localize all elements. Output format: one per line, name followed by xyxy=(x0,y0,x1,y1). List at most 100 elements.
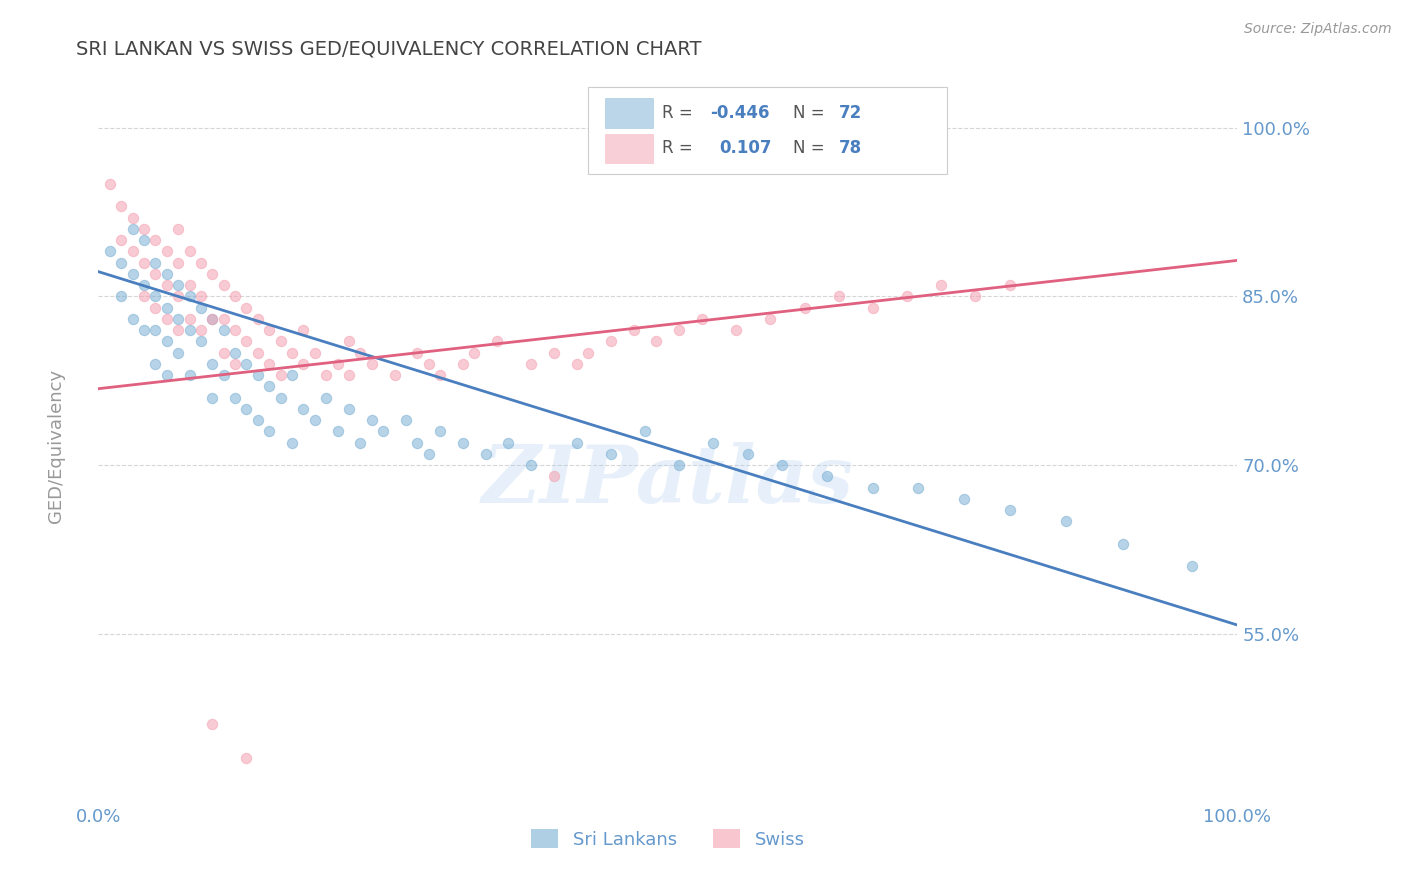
Point xyxy=(132,278,155,293)
Point xyxy=(565,357,588,371)
Point xyxy=(862,481,884,495)
Point xyxy=(156,278,179,293)
Point xyxy=(304,413,326,427)
Point xyxy=(212,312,235,326)
Point xyxy=(725,323,748,337)
FancyBboxPatch shape xyxy=(588,87,946,174)
Point xyxy=(270,334,292,349)
Point xyxy=(179,368,201,383)
Point xyxy=(212,278,235,293)
Point xyxy=(690,312,713,326)
Point xyxy=(167,222,190,236)
Point xyxy=(281,345,304,359)
Point xyxy=(179,323,201,337)
Point xyxy=(498,435,520,450)
Point xyxy=(349,345,371,359)
Point xyxy=(235,334,257,349)
Point xyxy=(145,289,167,303)
Point xyxy=(224,323,246,337)
Point xyxy=(212,368,235,383)
Point xyxy=(451,357,474,371)
Point xyxy=(201,357,224,371)
Point xyxy=(145,301,167,315)
Text: GED/Equivalency: GED/Equivalency xyxy=(48,369,65,523)
Text: 72: 72 xyxy=(839,104,862,122)
Point xyxy=(281,368,304,383)
Point xyxy=(145,323,167,337)
Point xyxy=(201,312,224,326)
Point xyxy=(270,391,292,405)
Point xyxy=(259,379,281,393)
Point xyxy=(156,312,179,326)
Point xyxy=(896,289,918,303)
Point xyxy=(179,278,201,293)
Point xyxy=(201,391,224,405)
FancyBboxPatch shape xyxy=(605,134,652,163)
Point xyxy=(110,289,132,303)
Point xyxy=(121,244,143,259)
Point xyxy=(520,357,543,371)
Point xyxy=(998,503,1021,517)
Point xyxy=(156,267,179,281)
Point xyxy=(201,312,224,326)
Point xyxy=(121,222,143,236)
Legend: Sri Lankans, Swiss: Sri Lankans, Swiss xyxy=(524,822,811,856)
Point xyxy=(429,368,451,383)
Text: ZIPatlas: ZIPatlas xyxy=(482,442,853,520)
Point xyxy=(110,255,132,269)
Point xyxy=(486,334,509,349)
Point xyxy=(315,368,337,383)
Point xyxy=(156,244,179,259)
Point xyxy=(737,447,759,461)
Point xyxy=(395,413,418,427)
Point xyxy=(1181,559,1204,574)
Point xyxy=(167,278,190,293)
Point xyxy=(132,222,155,236)
Point xyxy=(224,357,246,371)
Point xyxy=(270,368,292,383)
Point xyxy=(179,289,201,303)
Point xyxy=(156,334,179,349)
Point xyxy=(190,255,212,269)
Point xyxy=(190,323,212,337)
Text: SRI LANKAN VS SWISS GED/EQUIVALENCY CORRELATION CHART: SRI LANKAN VS SWISS GED/EQUIVALENCY CORR… xyxy=(76,39,702,59)
Point xyxy=(145,267,167,281)
FancyBboxPatch shape xyxy=(605,98,652,128)
Point xyxy=(167,312,190,326)
Point xyxy=(474,447,496,461)
Point xyxy=(235,751,257,765)
Point xyxy=(337,368,360,383)
Point xyxy=(224,391,246,405)
Point xyxy=(235,301,257,315)
Point xyxy=(965,289,987,303)
Point xyxy=(520,458,543,473)
Point xyxy=(132,233,155,247)
Point xyxy=(828,289,851,303)
Point xyxy=(1112,537,1135,551)
Text: R =: R = xyxy=(662,104,699,122)
Point xyxy=(110,199,132,213)
Point xyxy=(326,357,349,371)
Point xyxy=(418,357,440,371)
Point xyxy=(235,401,257,416)
Point xyxy=(929,278,952,293)
Point xyxy=(201,717,224,731)
Point xyxy=(600,334,623,349)
Point xyxy=(371,425,394,439)
Point xyxy=(179,312,201,326)
Point xyxy=(190,334,212,349)
Point xyxy=(132,323,155,337)
Point xyxy=(201,267,224,281)
Point xyxy=(167,255,190,269)
Point xyxy=(998,278,1021,293)
Text: N =: N = xyxy=(793,139,830,157)
Point xyxy=(384,368,406,383)
Point xyxy=(235,357,257,371)
Point xyxy=(770,458,793,473)
Point xyxy=(668,458,690,473)
Point xyxy=(634,425,657,439)
Point xyxy=(815,469,838,483)
Point xyxy=(121,267,143,281)
Point xyxy=(281,435,304,450)
Point xyxy=(600,447,623,461)
